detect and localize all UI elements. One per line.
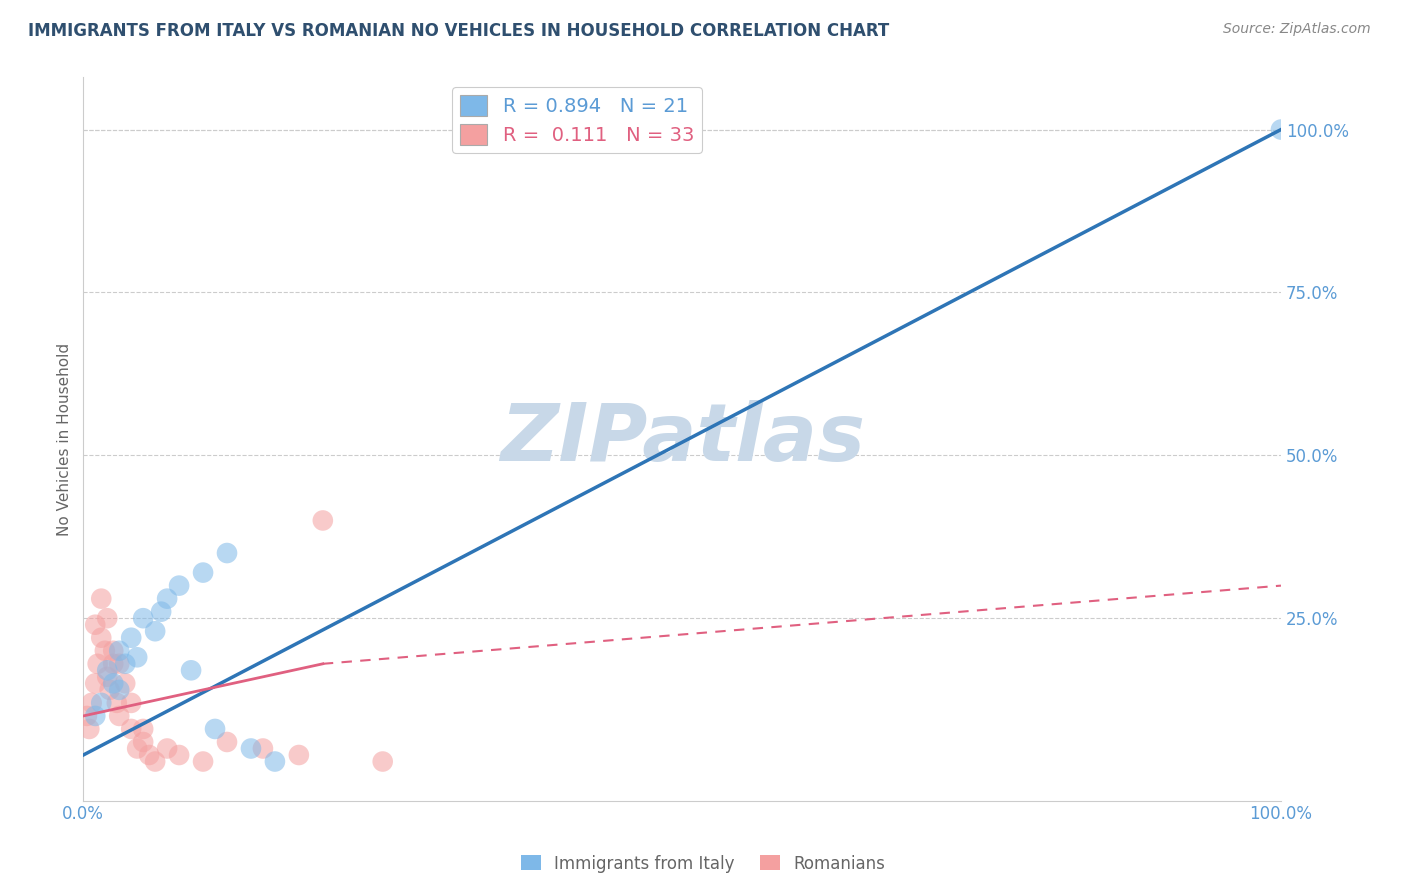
Point — [312, 513, 335, 527]
Point — [98, 682, 121, 697]
Point — [108, 657, 131, 671]
Point — [371, 755, 394, 769]
Y-axis label: No Vehicles in Household: No Vehicles in Household — [58, 343, 72, 535]
Text: ZIPatlas: ZIPatlas — [499, 400, 865, 478]
Point — [84, 709, 107, 723]
Point — [86, 657, 108, 671]
Point — [103, 676, 125, 690]
Point — [156, 741, 179, 756]
Point — [103, 657, 125, 671]
Point — [239, 741, 262, 756]
Point — [132, 611, 155, 625]
Point — [114, 657, 136, 671]
Legend: R = 0.894   N = 21, R =  0.111   N = 33: R = 0.894 N = 21, R = 0.111 N = 33 — [453, 87, 702, 153]
Point — [127, 650, 149, 665]
Point — [94, 644, 117, 658]
Point — [167, 579, 190, 593]
Point — [120, 696, 142, 710]
Point — [108, 644, 131, 658]
Point — [132, 722, 155, 736]
Point — [90, 631, 112, 645]
Point — [77, 722, 100, 736]
Point — [76, 709, 98, 723]
Point — [127, 741, 149, 756]
Point — [103, 644, 125, 658]
Point — [120, 631, 142, 645]
Point — [215, 546, 238, 560]
Point — [264, 755, 287, 769]
Point — [143, 755, 166, 769]
Point — [167, 747, 190, 762]
Point — [90, 591, 112, 606]
Point — [84, 617, 107, 632]
Point — [204, 722, 226, 736]
Point — [80, 696, 103, 710]
Text: Source: ZipAtlas.com: Source: ZipAtlas.com — [1223, 22, 1371, 37]
Point — [84, 676, 107, 690]
Point — [180, 663, 202, 677]
Point — [96, 663, 118, 677]
Point — [105, 696, 128, 710]
Point — [120, 722, 142, 736]
Text: IMMIGRANTS FROM ITALY VS ROMANIAN NO VEHICLES IN HOUSEHOLD CORRELATION CHART: IMMIGRANTS FROM ITALY VS ROMANIAN NO VEH… — [28, 22, 890, 40]
Point — [288, 747, 311, 762]
Point — [138, 747, 160, 762]
Point — [108, 709, 131, 723]
Point — [191, 755, 214, 769]
Point — [1270, 122, 1292, 136]
Point — [215, 735, 238, 749]
Point — [96, 611, 118, 625]
Point — [114, 676, 136, 690]
Point — [96, 670, 118, 684]
Point — [108, 682, 131, 697]
Point — [132, 735, 155, 749]
Point — [143, 624, 166, 639]
Point — [150, 605, 173, 619]
Point — [252, 741, 274, 756]
Point — [191, 566, 214, 580]
Point — [156, 591, 179, 606]
Legend: Immigrants from Italy, Romanians: Immigrants from Italy, Romanians — [515, 848, 891, 880]
Point — [90, 696, 112, 710]
